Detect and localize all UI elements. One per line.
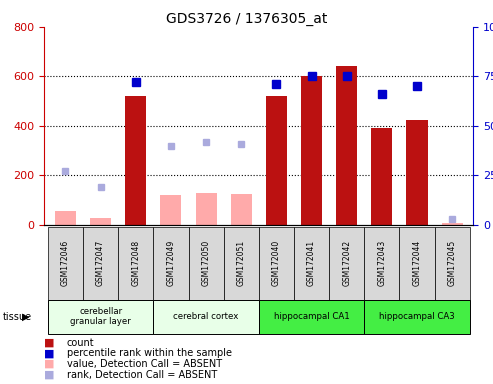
- Bar: [442, 223, 463, 225]
- Bar: [399, 227, 435, 300]
- Text: ■: ■: [44, 348, 55, 358]
- Text: GSM172045: GSM172045: [448, 240, 457, 286]
- Bar: [407, 119, 427, 225]
- Bar: [301, 76, 322, 225]
- Text: GSM172040: GSM172040: [272, 240, 281, 286]
- Bar: [196, 192, 216, 225]
- Bar: [371, 128, 392, 225]
- Text: ■: ■: [44, 338, 55, 348]
- Text: GSM172044: GSM172044: [413, 240, 422, 286]
- Text: count: count: [67, 338, 94, 348]
- Text: GSM172046: GSM172046: [61, 240, 70, 286]
- Text: GSM172049: GSM172049: [167, 240, 176, 286]
- Text: GSM172051: GSM172051: [237, 240, 246, 286]
- Bar: [259, 227, 294, 300]
- Text: cerebral cortex: cerebral cortex: [174, 312, 239, 321]
- Bar: [231, 194, 252, 225]
- Bar: [90, 218, 111, 225]
- Text: GSM172048: GSM172048: [131, 240, 141, 286]
- Text: tissue: tissue: [2, 312, 32, 322]
- Bar: [336, 66, 357, 225]
- Bar: [55, 211, 76, 225]
- Bar: [364, 227, 399, 300]
- Text: ■: ■: [44, 370, 55, 380]
- Bar: [118, 227, 153, 300]
- Text: rank, Detection Call = ABSENT: rank, Detection Call = ABSENT: [67, 370, 217, 380]
- Text: GSM172050: GSM172050: [202, 240, 211, 286]
- Bar: [259, 300, 364, 334]
- Text: value, Detection Call = ABSENT: value, Detection Call = ABSENT: [67, 359, 222, 369]
- Text: GDS3726 / 1376305_at: GDS3726 / 1376305_at: [166, 12, 327, 25]
- Bar: [435, 227, 470, 300]
- Bar: [266, 96, 287, 225]
- Text: GSM172042: GSM172042: [342, 240, 351, 286]
- Bar: [48, 227, 83, 300]
- Text: hippocampal CA1: hippocampal CA1: [274, 312, 350, 321]
- Bar: [48, 300, 153, 334]
- Text: GSM172041: GSM172041: [307, 240, 316, 286]
- Text: GSM172043: GSM172043: [377, 240, 387, 286]
- Bar: [153, 227, 188, 300]
- Bar: [329, 227, 364, 300]
- Bar: [83, 227, 118, 300]
- Bar: [125, 96, 146, 225]
- Text: ▶: ▶: [22, 312, 30, 322]
- Text: cerebellar
granular layer: cerebellar granular layer: [70, 307, 131, 326]
- Bar: [153, 300, 259, 334]
- Bar: [224, 227, 259, 300]
- Bar: [188, 227, 224, 300]
- Bar: [160, 195, 181, 225]
- Text: hippocampal CA3: hippocampal CA3: [379, 312, 455, 321]
- Bar: [364, 300, 470, 334]
- Text: ■: ■: [44, 359, 55, 369]
- Text: percentile rank within the sample: percentile rank within the sample: [67, 348, 232, 358]
- Bar: [294, 227, 329, 300]
- Text: GSM172047: GSM172047: [96, 240, 105, 286]
